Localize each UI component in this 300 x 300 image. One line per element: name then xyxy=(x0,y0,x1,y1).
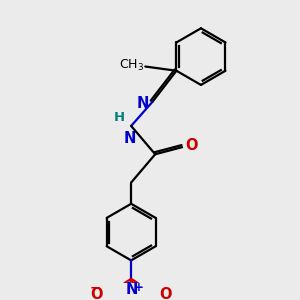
Text: CH$_3$: CH$_3$ xyxy=(119,58,144,74)
Text: N: N xyxy=(124,131,136,146)
Text: N: N xyxy=(125,282,138,297)
Text: O: O xyxy=(185,138,198,153)
Text: H: H xyxy=(114,111,125,124)
Text: −: − xyxy=(90,282,101,295)
Text: +: + xyxy=(134,281,144,294)
Text: O: O xyxy=(160,287,172,300)
Text: O: O xyxy=(90,287,103,300)
Text: N: N xyxy=(136,96,149,111)
